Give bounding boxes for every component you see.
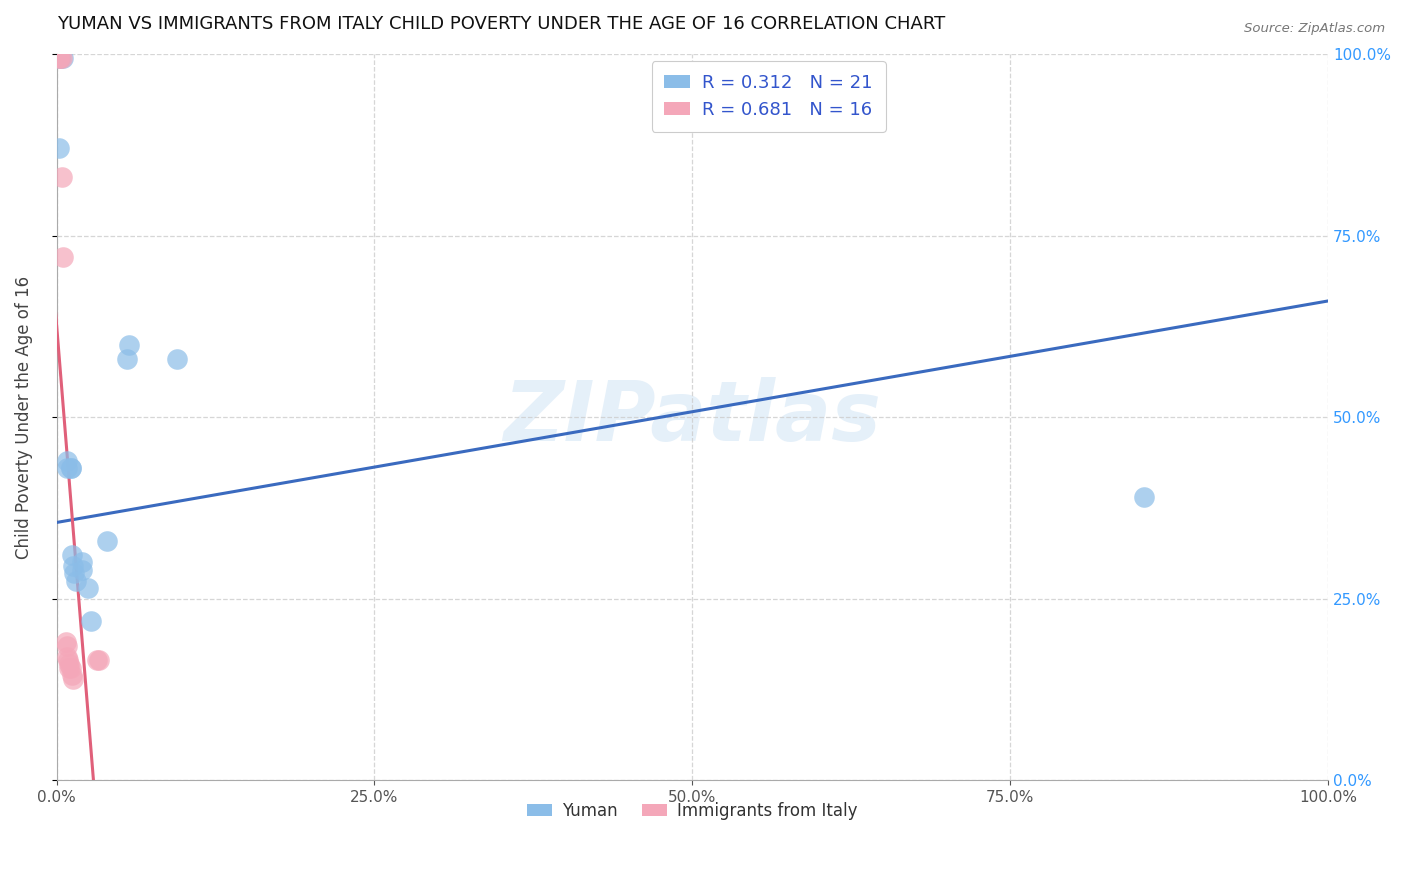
Point xyxy=(51,51,73,65)
Text: ZIPatlas: ZIPatlas xyxy=(503,376,882,458)
Point xyxy=(80,614,103,628)
Point xyxy=(55,639,77,653)
Point xyxy=(70,556,93,570)
Point xyxy=(49,51,72,65)
Point xyxy=(63,566,86,581)
Point xyxy=(115,352,138,367)
Point xyxy=(56,653,79,667)
Point xyxy=(55,461,77,475)
Point xyxy=(55,649,77,664)
Point xyxy=(60,668,83,682)
Y-axis label: Child Poverty Under the Age of 16: Child Poverty Under the Age of 16 xyxy=(15,276,32,558)
Point xyxy=(86,653,108,667)
Point xyxy=(59,661,82,675)
Point xyxy=(59,461,82,475)
Point xyxy=(96,533,118,548)
Point xyxy=(52,51,75,65)
Point xyxy=(52,251,75,265)
Point xyxy=(55,635,77,649)
Legend: Yuman, Immigrants from Italy: Yuman, Immigrants from Italy xyxy=(520,795,865,827)
Point xyxy=(49,51,72,65)
Point xyxy=(62,559,84,574)
Point xyxy=(77,581,100,595)
Point xyxy=(48,51,70,65)
Point xyxy=(62,672,84,686)
Point xyxy=(65,574,87,588)
Point xyxy=(60,548,83,562)
Point xyxy=(58,661,80,675)
Text: Source: ZipAtlas.com: Source: ZipAtlas.com xyxy=(1244,22,1385,36)
Point xyxy=(55,454,77,468)
Point xyxy=(48,141,70,155)
Point xyxy=(51,170,73,185)
Point xyxy=(70,563,93,577)
Point xyxy=(1132,490,1154,504)
Point xyxy=(118,337,141,351)
Text: YUMAN VS IMMIGRANTS FROM ITALY CHILD POVERTY UNDER THE AGE OF 16 CORRELATION CHA: YUMAN VS IMMIGRANTS FROM ITALY CHILD POV… xyxy=(56,15,945,33)
Point xyxy=(49,51,72,65)
Point xyxy=(58,657,80,671)
Point xyxy=(166,352,188,367)
Point xyxy=(87,653,110,667)
Point xyxy=(59,461,82,475)
